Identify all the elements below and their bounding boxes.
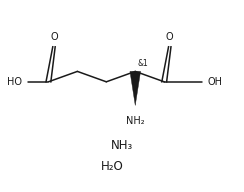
Text: NH₃: NH₃ [111, 139, 133, 152]
Text: O: O [166, 32, 173, 42]
Text: HO: HO [7, 77, 22, 87]
Text: O: O [50, 32, 58, 42]
Polygon shape [130, 71, 141, 105]
Text: H₂O: H₂O [101, 160, 124, 173]
Text: NH₂: NH₂ [126, 116, 145, 126]
Text: OH: OH [208, 77, 223, 87]
Text: &1: &1 [137, 59, 148, 68]
